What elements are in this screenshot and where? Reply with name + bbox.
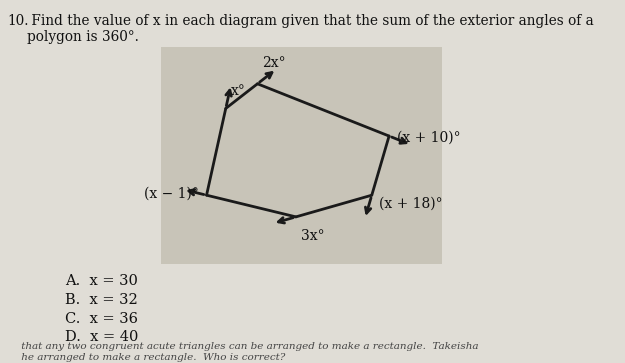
Text: Find the value of x in each diagram given that the sum of the exterior angles of: Find the value of x in each diagram give… [27, 14, 594, 44]
Text: that any two congruent acute triangles can be arranged to make a rectangle.  Tak: that any two congruent acute triangles c… [5, 342, 478, 351]
Text: 3x°: 3x° [301, 229, 324, 243]
Text: (x + 18)°: (x + 18)° [379, 197, 443, 211]
Text: 10.: 10. [8, 14, 29, 28]
Bar [161, 47, 442, 264]
Text: B.  x = 32: B. x = 32 [66, 293, 138, 307]
Text: (x + 10)°: (x + 10)° [397, 131, 461, 145]
Text: A.  x = 30: A. x = 30 [66, 274, 138, 288]
Text: x°: x° [231, 84, 246, 98]
Text: he arranged to make a rectangle.  Who is correct?: he arranged to make a rectangle. Who is … [5, 353, 285, 362]
Text: 2x°: 2x° [262, 56, 286, 70]
Text: C.  x = 36: C. x = 36 [66, 311, 138, 326]
Text: (x − 1)°: (x − 1)° [144, 186, 199, 200]
Text: D.  x = 40: D. x = 40 [66, 330, 139, 344]
